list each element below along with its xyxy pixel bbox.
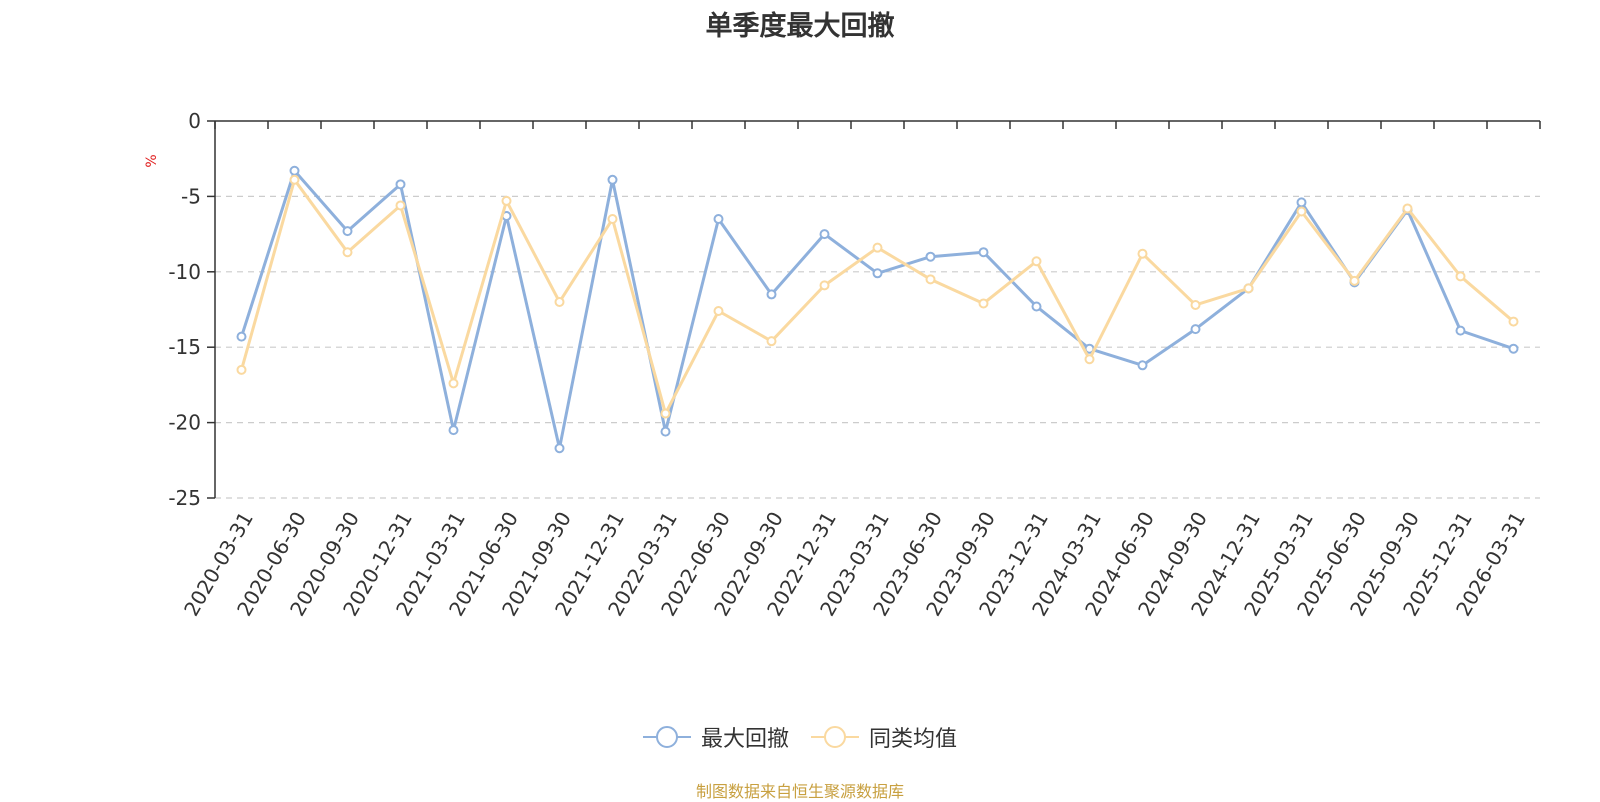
data-point <box>1296 197 1307 208</box>
data-point <box>236 331 247 342</box>
data-point <box>1137 360 1148 371</box>
axes: 0-5-10-15-20-252020-03-312020-06-302020-… <box>168 109 1541 620</box>
data-point <box>978 298 989 309</box>
y-tick-label: -15 <box>168 335 201 359</box>
data-point <box>1349 275 1360 286</box>
data-point <box>395 179 406 190</box>
legend-label-series-2: 同类均值 <box>869 727 958 752</box>
y-tick-label: -5 <box>181 184 201 208</box>
y-tick-label: -25 <box>168 486 201 510</box>
data-point <box>819 280 830 291</box>
data-point <box>607 174 618 185</box>
data-point <box>607 214 618 225</box>
chart-title: 单季度最大回撤 <box>705 11 895 42</box>
data-point <box>1296 206 1307 217</box>
y-tick-label: -10 <box>168 260 201 284</box>
data-point <box>1243 283 1254 294</box>
data-point <box>289 174 300 185</box>
series-lines <box>236 165 1519 454</box>
data-point <box>1508 316 1519 327</box>
legend-marker-series-2 <box>811 726 859 748</box>
data-point <box>554 443 565 454</box>
data-point <box>925 274 936 285</box>
y-tick-label: 0 <box>188 109 201 133</box>
series-2 <box>236 174 1519 419</box>
data-point <box>1031 301 1042 312</box>
legend-marker-series-1 <box>642 726 691 748</box>
data-point <box>872 242 883 253</box>
data-point <box>1084 354 1095 365</box>
data-point <box>925 251 936 262</box>
data-point <box>342 247 353 258</box>
legend-item-series-1[interactable]: 最大回撤 <box>642 721 789 753</box>
data-point <box>978 247 989 258</box>
data-point <box>1402 203 1413 214</box>
data-point <box>342 226 353 237</box>
data-point <box>660 426 671 437</box>
data-point <box>395 200 406 211</box>
data-source-note: 制图数据来自恒生聚源数据库 <box>695 782 904 801</box>
y-axis-unit-label: % <box>144 154 160 167</box>
data-point <box>554 296 565 307</box>
data-point <box>1455 271 1466 282</box>
data-point <box>448 378 459 389</box>
data-point <box>713 306 724 317</box>
data-point <box>819 229 830 240</box>
legend-item-series-2[interactable]: 同类均值 <box>811 721 957 753</box>
data-point <box>448 425 459 436</box>
y-tick-label: -20 <box>168 411 201 435</box>
data-point <box>660 408 671 419</box>
series-line <box>240 178 1515 416</box>
data-point <box>1137 248 1148 259</box>
data-point <box>289 165 300 176</box>
legend-label-series-1: 最大回撤 <box>700 727 789 752</box>
series-1 <box>236 165 1519 454</box>
data-point <box>1190 299 1201 310</box>
data-point <box>1190 324 1201 335</box>
data-point <box>766 289 777 300</box>
data-point <box>1031 256 1042 267</box>
data-point <box>872 268 883 279</box>
data-point <box>236 364 247 375</box>
legend: 最大回撤 同类均值 <box>0 722 1600 752</box>
data-point <box>766 336 777 347</box>
data-point <box>1455 325 1466 336</box>
data-point <box>1508 343 1519 354</box>
data-point <box>713 214 724 225</box>
data-point <box>501 195 512 206</box>
